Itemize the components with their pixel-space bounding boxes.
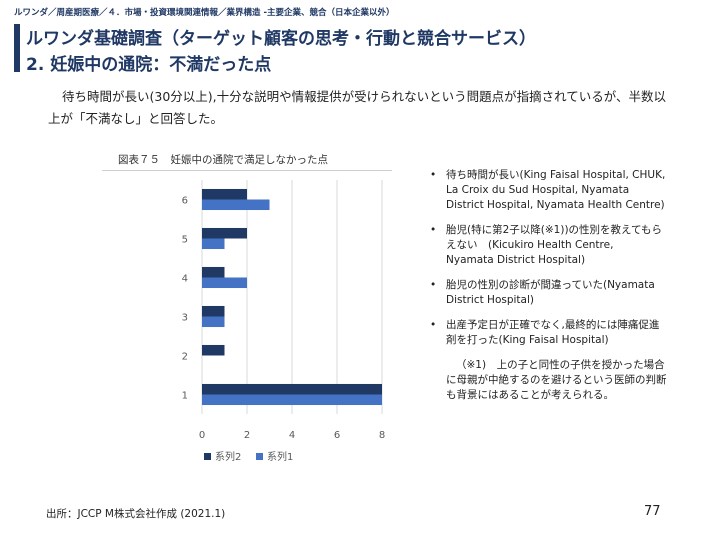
- bullet-dot: •: [430, 279, 437, 291]
- intro-paragraph: 待ち時間が長い(30分以上),十分な説明や情報提供が受けられないという問題点が指…: [48, 89, 667, 126]
- x-tick-label: 8: [379, 430, 385, 441]
- page-number: 77: [644, 504, 661, 519]
- bar-series1: [202, 277, 247, 289]
- bar-series2: [202, 188, 247, 200]
- chart-caption: 図表７５ 妊娠中の通院で満足しなかった点: [118, 154, 328, 166]
- bullet-item: • 胎児の性別の診断が間違っていた(Nyamata District Hospit…: [428, 278, 668, 308]
- x-tick-label: 4: [289, 430, 295, 441]
- bullet-dot: •: [430, 169, 437, 181]
- footnote: （※1) 上の子と同性の子供を授かった場合に母親が中絶するのを避けるという医師の…: [428, 358, 668, 403]
- caption-divider: [102, 170, 392, 171]
- y-tick-label: 1: [182, 391, 188, 402]
- page-title: ルワンダ基礎調査（ターゲット顧客の思考・行動と競合サービス）: [26, 29, 536, 49]
- breadcrumb: ルワンダ／周産期医療／４．市場・投資環境関連情報／業界構造 -主要企業、競合（日…: [14, 8, 395, 18]
- bullet-text: 待ち時間が長い(King Faisal Hospital, CHUK, La C…: [446, 169, 666, 211]
- y-tick-label: 4: [182, 274, 188, 285]
- y-tick-label: 2: [182, 352, 188, 363]
- bar-series1: [202, 316, 225, 328]
- intro-text-block: 待ち時間が長い(30分以上),十分な説明や情報提供が受けられないという問題点が指…: [48, 86, 668, 130]
- bullet-dot: •: [430, 319, 437, 331]
- x-tick-label: 6: [334, 430, 340, 441]
- legend-swatch-series1: [256, 453, 263, 460]
- y-tick-label: 3: [182, 313, 188, 324]
- bullet-item: • 待ち時間が長い(King Faisal Hospital, CHUK, La …: [428, 168, 668, 213]
- footnote-text: （※1) 上の子と同性の子供を授かった場合に母親が中絶するのを避けるという医師の…: [446, 359, 667, 401]
- bullet-list-block: • 待ち時間が長い(King Faisal Hospital, CHUK, La …: [428, 168, 668, 403]
- bar-series1: [202, 238, 225, 250]
- x-tick-label: 2: [244, 430, 250, 441]
- legend-label-series2: 系列2: [215, 450, 241, 463]
- y-tick-label: 6: [182, 196, 188, 207]
- bullet-text: 胎児(特に第2子以降(※1))の性別を教えてもらえない (Kicukiro He…: [446, 224, 662, 266]
- legend-label-series1: 系列1: [267, 450, 293, 463]
- bar-series2: [202, 266, 225, 278]
- source-note: 出所：JCCP M株式会社作成 (2021.1): [46, 508, 226, 520]
- title-accent-bar: [14, 24, 20, 72]
- bar-series1: [202, 199, 270, 211]
- page-subtitle: 2. 妊娠中の通院：不満だった点: [26, 55, 272, 75]
- bar-series2: [202, 344, 225, 356]
- bullet-item: • 胎児(特に第2子以降(※1))の性別を教えてもらえない (Kicukiro H…: [428, 223, 668, 268]
- bar-series2: [202, 305, 225, 317]
- bullet-dot: •: [430, 224, 437, 236]
- bar-series2: [202, 383, 382, 395]
- bar-series1: [202, 394, 382, 406]
- bar-chart: 0 2 4 6 8 1 2 3 4 5 6 系列2 系列1: [182, 180, 385, 463]
- bullet-list: • 待ち時間が長い(King Faisal Hospital, CHUK, La …: [428, 168, 668, 348]
- y-tick-label: 5: [182, 235, 188, 246]
- bullet-item: • 出産予定日が正確でなく,最終的には陣痛促進剤を打った(King Faisal …: [428, 318, 668, 348]
- legend-swatch-series2: [204, 453, 211, 460]
- bar-series2: [202, 227, 247, 239]
- bullet-text: 胎児の性別の診断が間違っていた(Nyamata District Hospita…: [446, 279, 655, 306]
- bullet-text: 出産予定日が正確でなく,最終的には陣痛促進剤を打った(King Faisal H…: [446, 319, 660, 346]
- x-tick-label: 0: [199, 430, 205, 441]
